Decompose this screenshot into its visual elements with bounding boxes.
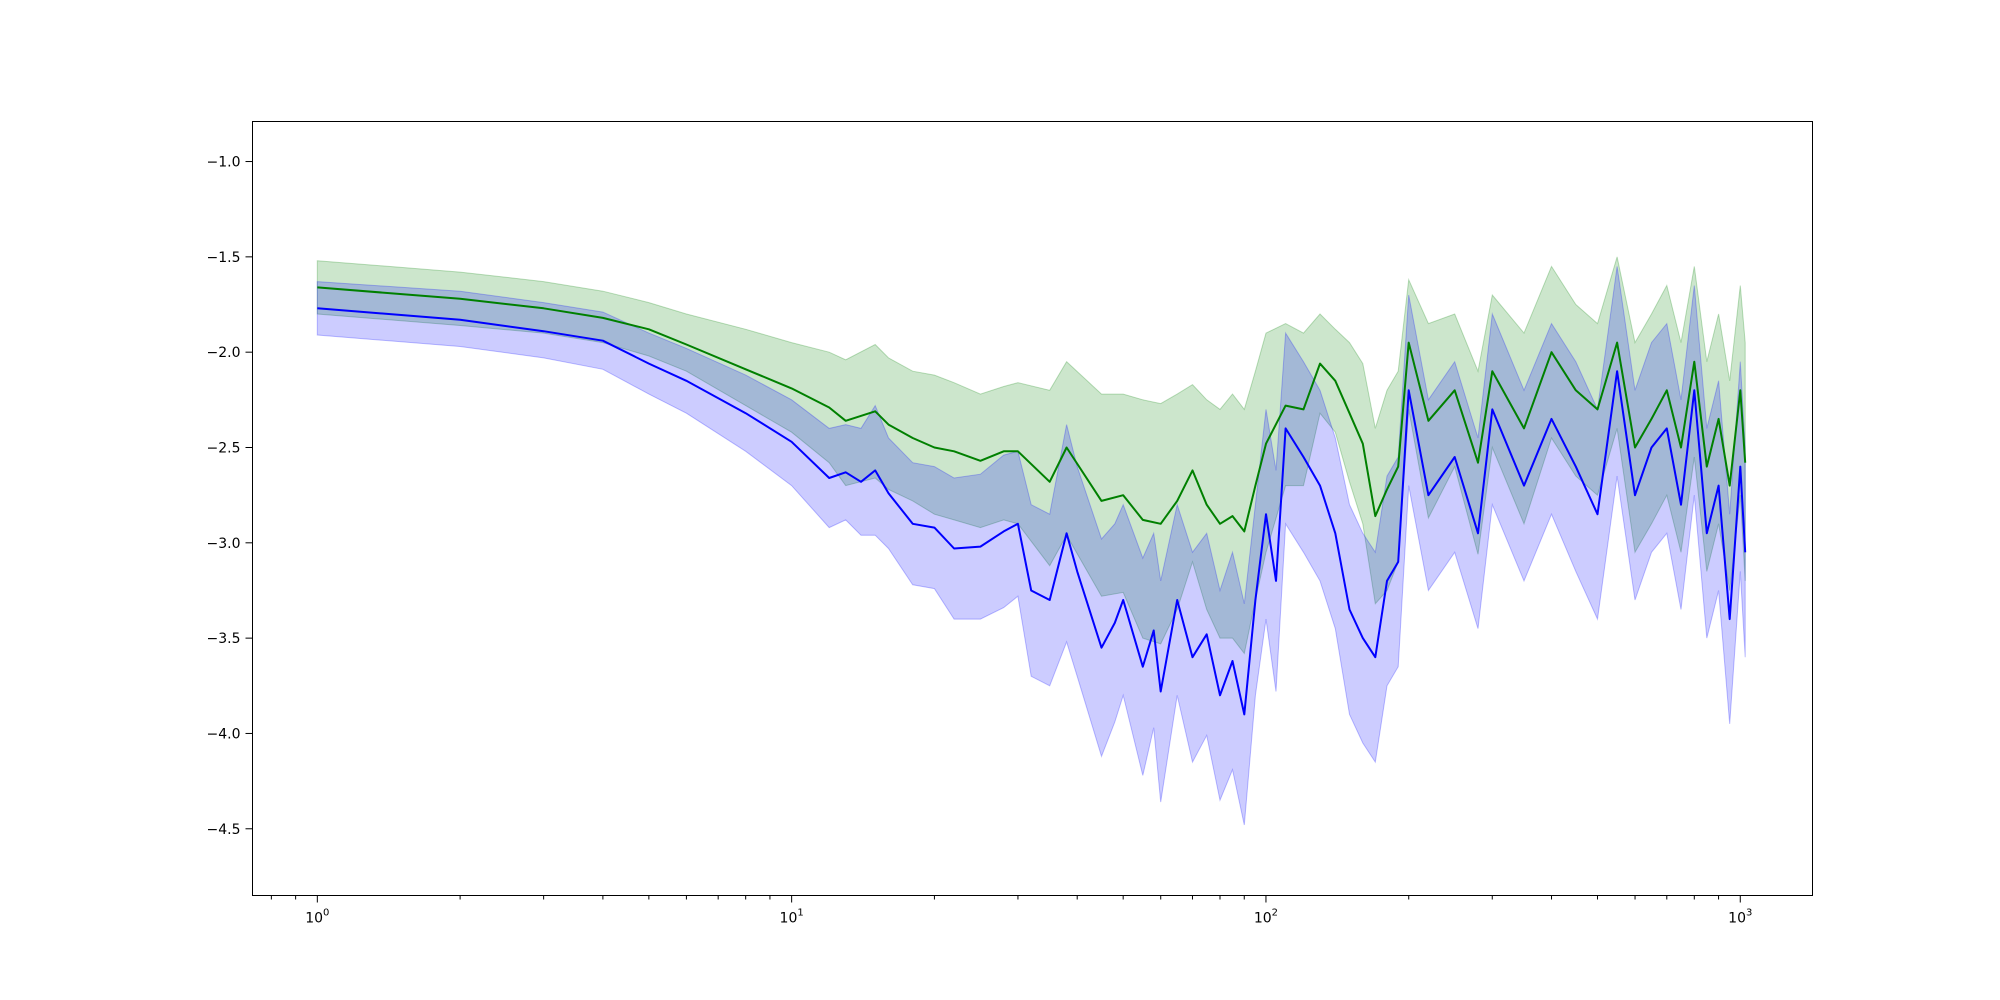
y-tick-label: −1.0 <box>207 155 241 171</box>
x-tick-label: 103 <box>1728 908 1752 927</box>
y-tick-label: −4.0 <box>207 726 241 742</box>
y-tick-label: −3.0 <box>207 536 241 552</box>
x-tick-label: 101 <box>780 908 804 927</box>
y-tick-label: −3.5 <box>207 631 241 647</box>
y-tick-label: −2.0 <box>207 345 241 361</box>
plot-frame <box>252 121 1813 896</box>
series-lines <box>317 286 1747 716</box>
y-axis: −1.0 −1.5 −2.0 −2.5 −3.0 −3.5 −4.0 −4.5 <box>207 155 253 838</box>
series-1-line <box>317 307 1747 716</box>
confidence-bands <box>316 256 1746 826</box>
y-tick-label: −4.5 <box>207 822 241 838</box>
series-0-line <box>317 286 1747 533</box>
x-axis: 100 101 102 103 <box>270 895 1752 927</box>
series-1-band <box>316 266 1746 826</box>
y-tick-label: −2.5 <box>207 440 241 456</box>
y-tick-label: −1.5 <box>207 250 241 266</box>
series-0-band <box>316 256 1746 655</box>
x-tick-label: 102 <box>1254 908 1278 927</box>
x-tick-label: 100 <box>305 908 329 927</box>
